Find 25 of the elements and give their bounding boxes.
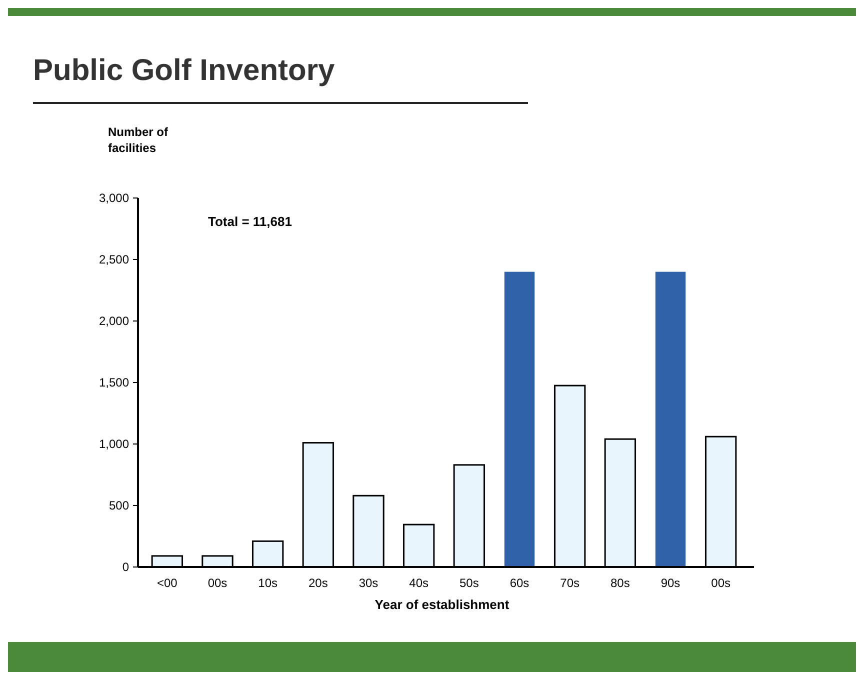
x-tick-label: 90s [660,576,680,590]
x-tick-label: 30s [358,576,378,590]
y-tick-label: 2,500 [98,252,130,267]
y-tick-label: 1,500 [98,376,130,390]
chart-title: Public Golf Inventory [33,54,336,87]
x-tick-label: 40s [409,576,429,590]
y-tick-label: 500 [108,498,130,513]
x-tick-label: <00 [156,576,178,590]
x-tick-label: 10s [258,576,278,590]
bar [655,272,686,567]
x-tick-label: 70s [560,576,580,590]
x-tick-label: 00s [711,576,731,590]
y-axis-title: Number of facilities [108,125,170,155]
y-tick-label: 1,000 [98,437,130,452]
x-tick-label: 20s [308,576,328,590]
x-tick-label: 50s [459,576,479,590]
x-tick-label: 80s [610,576,630,590]
x-tick-label: 60s [510,576,530,590]
x-tick-label: 00s [208,576,228,590]
y-tick-label: 3,000 [98,191,130,206]
annotation: Total = 11,681 [208,214,292,229]
y-tick-label: 2,000 [98,314,130,328]
x-axis-title: Year of establishment [374,597,510,612]
bar [504,272,535,567]
y-tick-label: 0 [122,560,130,574]
